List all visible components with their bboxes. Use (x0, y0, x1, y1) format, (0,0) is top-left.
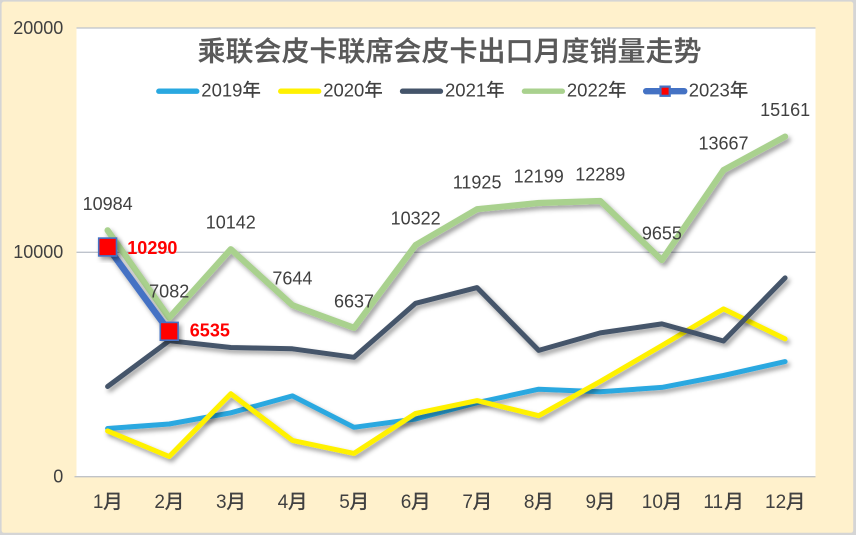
svg-text:20000: 20000 (13, 18, 63, 38)
svg-text:11925: 11925 (453, 173, 502, 193)
svg-text:11: 11 (703, 492, 723, 513)
svg-text:1: 1 (93, 492, 104, 513)
svg-text:12: 12 (765, 492, 786, 513)
svg-text:2019: 2019 (201, 79, 242, 100)
svg-text:5: 5 (339, 492, 350, 513)
svg-text:2022: 2022 (567, 79, 608, 100)
svg-text:2023: 2023 (689, 79, 730, 100)
svg-text:9: 9 (586, 492, 597, 513)
svg-text:7082: 7082 (149, 281, 189, 301)
svg-text:10984: 10984 (83, 194, 133, 214)
svg-text:6: 6 (401, 492, 412, 513)
svg-text:6535: 6535 (190, 320, 230, 340)
svg-text:0: 0 (53, 467, 63, 487)
svg-text:10142: 10142 (206, 213, 256, 233)
svg-text:10: 10 (642, 492, 663, 513)
svg-text:15161: 15161 (760, 100, 810, 120)
svg-text:2: 2 (154, 492, 165, 513)
svg-text:7: 7 (462, 492, 473, 513)
svg-text:7644: 7644 (272, 269, 312, 289)
svg-text:2020: 2020 (323, 79, 364, 100)
svg-text:10000: 10000 (13, 242, 63, 262)
svg-text:6637: 6637 (334, 291, 374, 311)
svg-text:13667: 13667 (698, 134, 748, 154)
svg-text:12199: 12199 (514, 167, 564, 187)
svg-text:10322: 10322 (391, 209, 441, 229)
svg-text:9655: 9655 (642, 224, 682, 244)
svg-text:2021: 2021 (445, 79, 486, 100)
svg-text:12289: 12289 (575, 165, 625, 185)
svg-text:8: 8 (524, 492, 535, 513)
svg-text:10290: 10290 (127, 238, 177, 258)
svg-text:4: 4 (278, 492, 289, 513)
svg-text:3: 3 (216, 492, 227, 513)
